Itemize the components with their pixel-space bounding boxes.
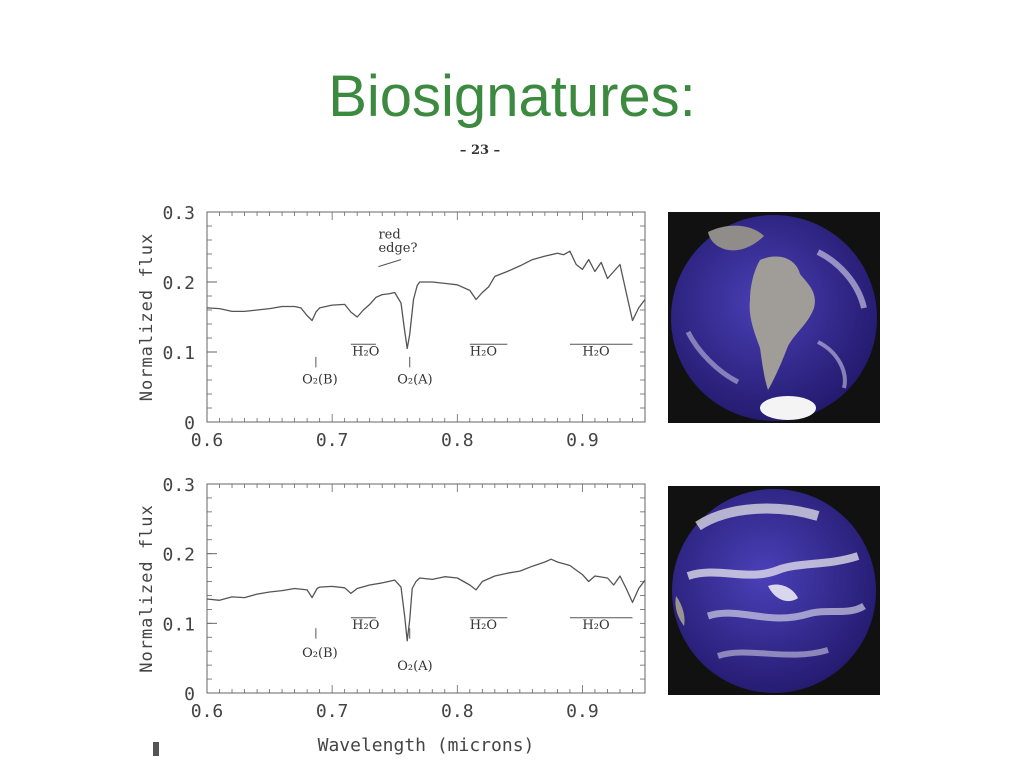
north-america-edge	[708, 225, 764, 251]
chart-1-y-axis-label: Normalized flux	[137, 233, 157, 402]
page-number: – 23 –	[459, 143, 501, 158]
chart-1-x-tick-label: 0.7	[316, 430, 349, 451]
chart-2-frame	[206, 483, 646, 694]
chart-1-annotation: O₂(A)	[397, 373, 432, 388]
south-america-landmass	[749, 256, 815, 390]
chart-1-annotation: red	[378, 228, 400, 243]
chart-2-y-tick-label: 0	[184, 684, 195, 705]
chart-2-y-axis-label: Normalized flux	[137, 504, 157, 673]
chart-1-annotation: H₂O	[352, 345, 379, 360]
chart-1-annotation: H₂O	[582, 345, 609, 360]
chart-1-x-tick-label: 0.6	[191, 430, 224, 451]
chart-2-x-tick-label: 0.7	[316, 701, 349, 722]
chart-1-annotation: H₂O	[470, 345, 497, 360]
chart-2-annotation: H₂O	[582, 618, 609, 633]
chart-1-frame	[206, 211, 646, 423]
chart-2-x-tick-label: 0.8	[441, 701, 474, 722]
chart-2-y-tick-label: 0.3	[162, 475, 195, 496]
earth-globe-south-america	[668, 212, 880, 423]
stray-mark	[153, 742, 159, 756]
chart-2-x-axis-label: Wavelength (microns)	[318, 735, 535, 756]
chart-1-x-tick-label: 0.8	[441, 430, 474, 451]
chart-2-annotation: H₂O	[352, 618, 379, 633]
chart-1-red-edge-pointer	[378, 259, 402, 268]
chart-1-annotation: edge?	[378, 241, 417, 256]
chart-1-x-tick-label: 0.9	[566, 430, 599, 451]
slide-title: Biosignatures:	[328, 64, 696, 129]
chart-2-annotation: O₂(A)	[397, 659, 432, 674]
chart-2-y-tick-label: 0.2	[162, 545, 195, 566]
earth-globe-pacific	[668, 486, 880, 695]
chart-2-x-tick-label: 0.9	[566, 701, 599, 722]
earth-globe-icon	[671, 215, 877, 421]
chart-2-annotation: H₂O	[470, 618, 497, 633]
earth-globe-icon	[672, 489, 876, 693]
chart-1-y-tick-label: 0	[184, 413, 195, 434]
chart-1-annotation: O₂(B)	[302, 373, 338, 388]
chart-1-series-line	[206, 250, 646, 350]
chart-2-annotation: O₂(B)	[302, 646, 338, 661]
chart-2-series-line	[206, 558, 646, 642]
chart-2-y-tick-label: 0.1	[162, 614, 195, 635]
chart-1-y-tick-label: 0.2	[162, 273, 195, 294]
chart-1-y-tick-label: 0.3	[162, 203, 195, 224]
chart-2-x-tick-label: 0.6	[191, 701, 224, 722]
chart-1-y-tick-label: 0.1	[162, 343, 195, 364]
antarctic-ice	[760, 396, 816, 420]
